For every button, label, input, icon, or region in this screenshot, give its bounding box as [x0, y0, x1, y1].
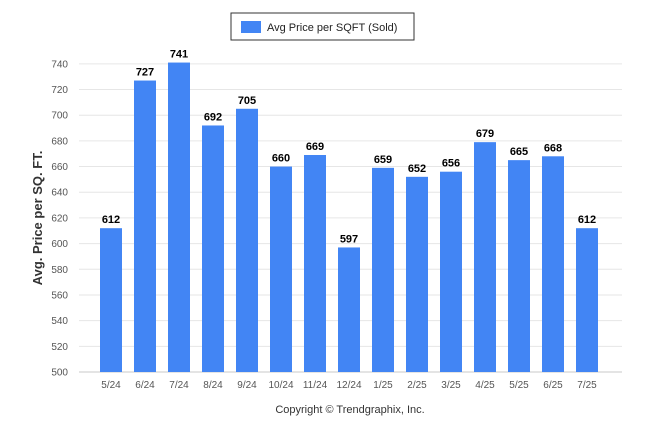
- bar-7-25: [576, 228, 598, 372]
- y-tick-label: 580: [51, 265, 68, 276]
- data-label: 705: [238, 95, 256, 107]
- x-tick-label: 9/24: [237, 380, 257, 391]
- copyright-footer: Copyright © Trendgraphix, Inc.: [275, 404, 424, 416]
- x-tick-label: 12/24: [336, 380, 361, 391]
- bar-6-25: [542, 156, 564, 372]
- legend-box: [230, 12, 415, 41]
- bar-5-24: [100, 228, 122, 372]
- x-axis-ticks: 5/24 6/24 7/24 8/24 9/24 10/24 11/24 12/24 1/25 2…: [101, 380, 597, 391]
- data-label: 597: [340, 233, 358, 245]
- bar-6-24: [134, 80, 156, 373]
- y-tick-label: 540: [51, 316, 68, 327]
- data-label: 656: [442, 158, 460, 170]
- bar-1-25: [372, 167, 394, 372]
- data-label: 652: [408, 163, 426, 175]
- x-tick-label: 1/25: [373, 380, 393, 391]
- data-label: 660: [272, 153, 290, 165]
- data-label: 692: [204, 111, 222, 123]
- x-tick-label: 6/25: [543, 380, 563, 391]
- data-label: 669: [306, 141, 324, 153]
- x-tick-label: 11/24: [303, 380, 328, 391]
- data-label: 612: [578, 214, 596, 226]
- bar-11-24: [304, 155, 326, 372]
- bar-5-25: [508, 160, 530, 372]
- x-tick-label: 3/25: [441, 380, 461, 391]
- y-tick-label: 500: [51, 368, 68, 379]
- y-tick-label: 560: [51, 290, 68, 301]
- legend-swatch: [241, 21, 261, 33]
- y-tick-label: 740: [51, 59, 68, 70]
- data-label: 741: [170, 49, 188, 61]
- x-tick-label: 4/25: [475, 380, 495, 391]
- data-label: 668: [544, 142, 562, 154]
- bar-9-24: [236, 108, 258, 372]
- y-tick-label: 720: [51, 85, 68, 96]
- data-label: 612: [102, 214, 120, 226]
- data-label: 727: [136, 67, 154, 79]
- x-tick-label: 7/24: [169, 380, 189, 391]
- bar-2-25: [406, 176, 428, 372]
- y-tick-label: 520: [51, 342, 68, 353]
- x-tick-label: 6/24: [135, 380, 155, 391]
- x-tick-label: 2/25: [407, 380, 427, 391]
- x-tick-label: 5/24: [101, 380, 121, 391]
- x-tick-label: 5/25: [509, 380, 529, 391]
- data-label: 659: [374, 154, 392, 166]
- y-tick-label: 620: [51, 213, 68, 224]
- data-label: 679: [476, 128, 494, 140]
- x-tick-label: 8/24: [203, 380, 223, 391]
- bar-4-25: [474, 142, 496, 372]
- bar-7-24: [168, 62, 190, 372]
- x-tick-label: 10/24: [268, 380, 293, 391]
- bar-8-24: [202, 125, 224, 372]
- bar-10-24: [270, 166, 292, 372]
- legend: Avg Price per SQFT (Sold): [230, 12, 415, 41]
- bar-3-25: [440, 171, 462, 372]
- bar-12-24: [338, 247, 360, 372]
- y-axis-title: Avg. Price per SQ. FT.: [30, 151, 45, 286]
- y-tick-label: 600: [51, 239, 68, 250]
- y-tick-label: 700: [51, 111, 68, 122]
- x-tick-label: 7/25: [577, 380, 597, 391]
- y-tick-label: 680: [51, 136, 68, 147]
- data-label: 665: [510, 146, 528, 158]
- bars: [100, 62, 598, 373]
- legend-label: Avg Price per SQFT (Sold): [267, 22, 397, 34]
- y-tick-label: 640: [51, 188, 68, 199]
- data-labels: 612 727 741 692 705 660 669 597 659 652 656 679 665 6…: [102, 49, 596, 246]
- y-tick-label: 660: [51, 162, 68, 173]
- y-axis-ticks: 500 520 540 560 580 600 620 640 660 680 700 720 740: [51, 59, 68, 378]
